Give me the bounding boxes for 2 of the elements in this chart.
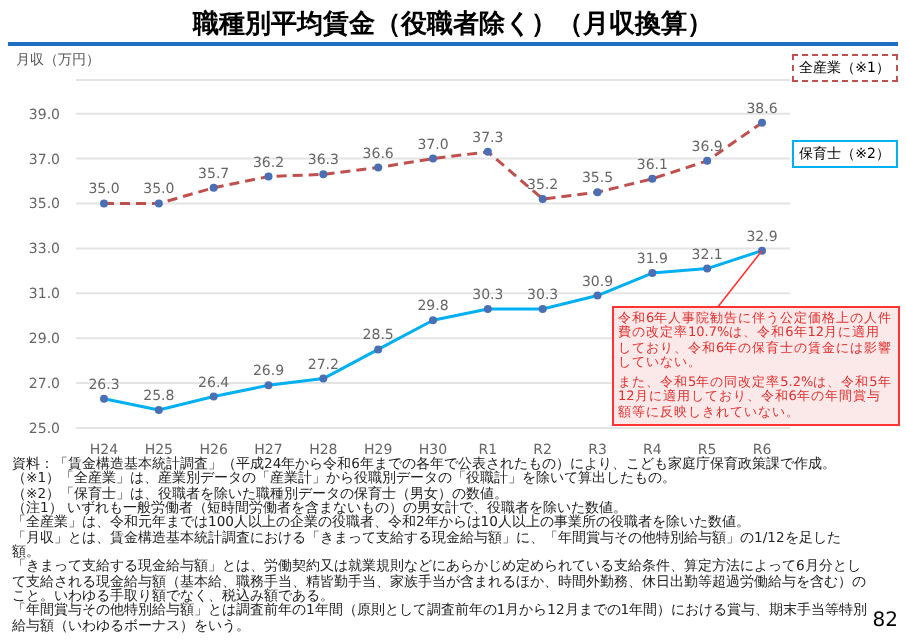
- text: 82: [872, 610, 898, 632]
- chart-title: 職種別平均賃金（役職者除く）（月収換算）: [190, 7, 715, 42]
